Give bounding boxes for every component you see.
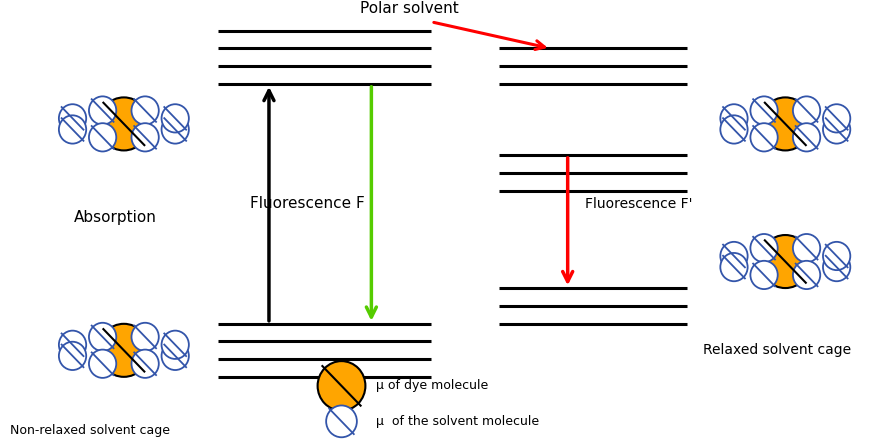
Ellipse shape [750,234,778,262]
Ellipse shape [89,349,116,378]
Ellipse shape [89,323,116,351]
Ellipse shape [59,104,87,133]
Ellipse shape [750,96,778,125]
Ellipse shape [823,115,850,144]
Text: Relaxed solvent cage: Relaxed solvent cage [703,343,851,358]
Ellipse shape [750,261,778,289]
Ellipse shape [89,123,116,151]
Text: Fluorescence F': Fluorescence F' [585,197,692,211]
Ellipse shape [131,323,159,351]
Ellipse shape [326,405,357,437]
Ellipse shape [98,97,150,151]
Ellipse shape [760,235,811,288]
Text: Fluorescence F: Fluorescence F [250,196,365,211]
Text: Non-relaxed solvent cage: Non-relaxed solvent cage [10,424,169,437]
Ellipse shape [721,115,747,144]
Ellipse shape [793,234,821,262]
Ellipse shape [98,324,150,377]
Ellipse shape [59,331,87,359]
Ellipse shape [318,361,366,411]
Ellipse shape [721,104,747,133]
Ellipse shape [161,115,189,144]
Ellipse shape [161,104,189,133]
Text: Absorption: Absorption [74,210,157,224]
Ellipse shape [721,253,747,281]
Text: Polar solvent: Polar solvent [360,1,459,16]
Ellipse shape [89,96,116,125]
Ellipse shape [131,96,159,125]
Ellipse shape [823,104,850,133]
Ellipse shape [161,331,189,359]
Ellipse shape [760,97,811,151]
Ellipse shape [131,349,159,378]
Ellipse shape [721,242,747,270]
Ellipse shape [793,123,821,151]
Text: μ of dye molecule: μ of dye molecule [376,379,488,392]
Ellipse shape [59,115,87,144]
Ellipse shape [793,261,821,289]
Ellipse shape [793,96,821,125]
Ellipse shape [750,123,778,151]
Ellipse shape [161,342,189,370]
Ellipse shape [823,253,850,281]
Ellipse shape [59,342,87,370]
Ellipse shape [131,123,159,151]
Text: μ  of the solvent molecule: μ of the solvent molecule [376,415,539,428]
Ellipse shape [823,242,850,270]
